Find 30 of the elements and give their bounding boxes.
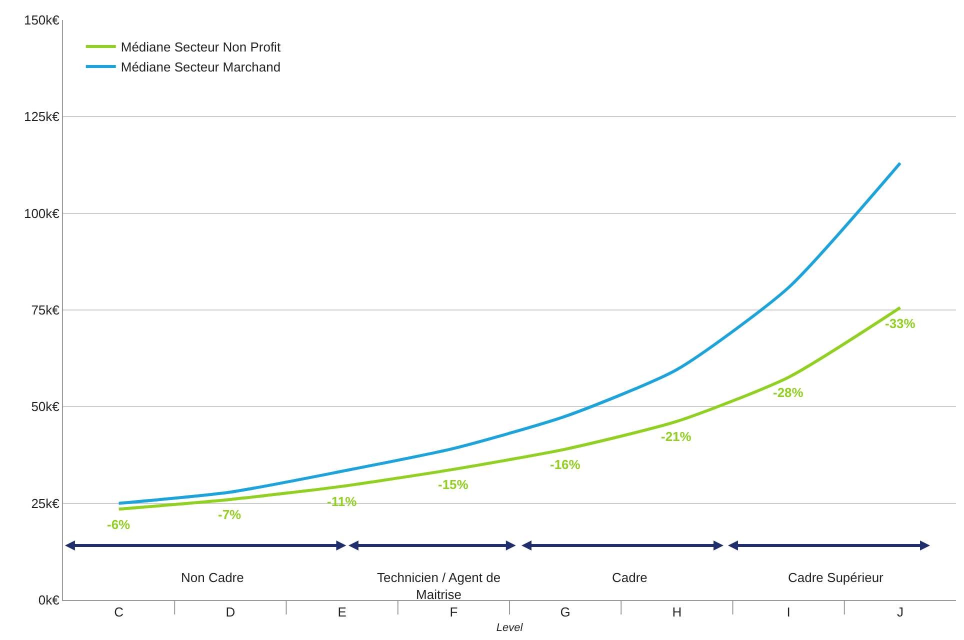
- annotation: -6%: [107, 517, 131, 532]
- y-tick-label: 150k€: [24, 12, 60, 28]
- annotation: -11%: [327, 494, 358, 509]
- x-tick-label: G: [560, 604, 570, 620]
- annotation: -7%: [218, 507, 242, 522]
- y-tick-label: 100k€: [24, 206, 60, 221]
- x-tick-label: I: [786, 604, 790, 620]
- annotation: -15%: [438, 477, 469, 492]
- x-tick-label: J: [896, 604, 904, 620]
- annotation: Cadre Supérieur: [788, 570, 884, 585]
- y-tick-label: 125k€: [24, 109, 60, 124]
- x-tick-label: F: [450, 604, 458, 620]
- annotation: Non Cadre: [181, 570, 244, 585]
- x-tick-label: E: [338, 604, 347, 620]
- x-tick-label: H: [672, 604, 682, 620]
- annotation: Technicien / Agent de Maitrise: [377, 570, 501, 602]
- annotation: -33%: [885, 316, 916, 331]
- y-tick-label: 75k€: [31, 302, 60, 318]
- y-tick-label: 0k€: [38, 592, 60, 608]
- annotation: -16%: [550, 457, 581, 472]
- annotation: Cadre: [612, 570, 648, 585]
- annotation: -21%: [661, 429, 692, 444]
- x-tick-label: D: [226, 604, 236, 620]
- x-tick-label: C: [114, 604, 124, 620]
- legend-label: Médiane Secteur Marchand: [120, 60, 281, 75]
- y-tick-label: 50k€: [31, 399, 60, 414]
- annotation: -28%: [773, 385, 804, 400]
- legend-label: Médiane Secteur Non Profit: [120, 40, 281, 55]
- x-axis-title: Level: [496, 622, 524, 634]
- y-tick-label: 25k€: [31, 496, 60, 511]
